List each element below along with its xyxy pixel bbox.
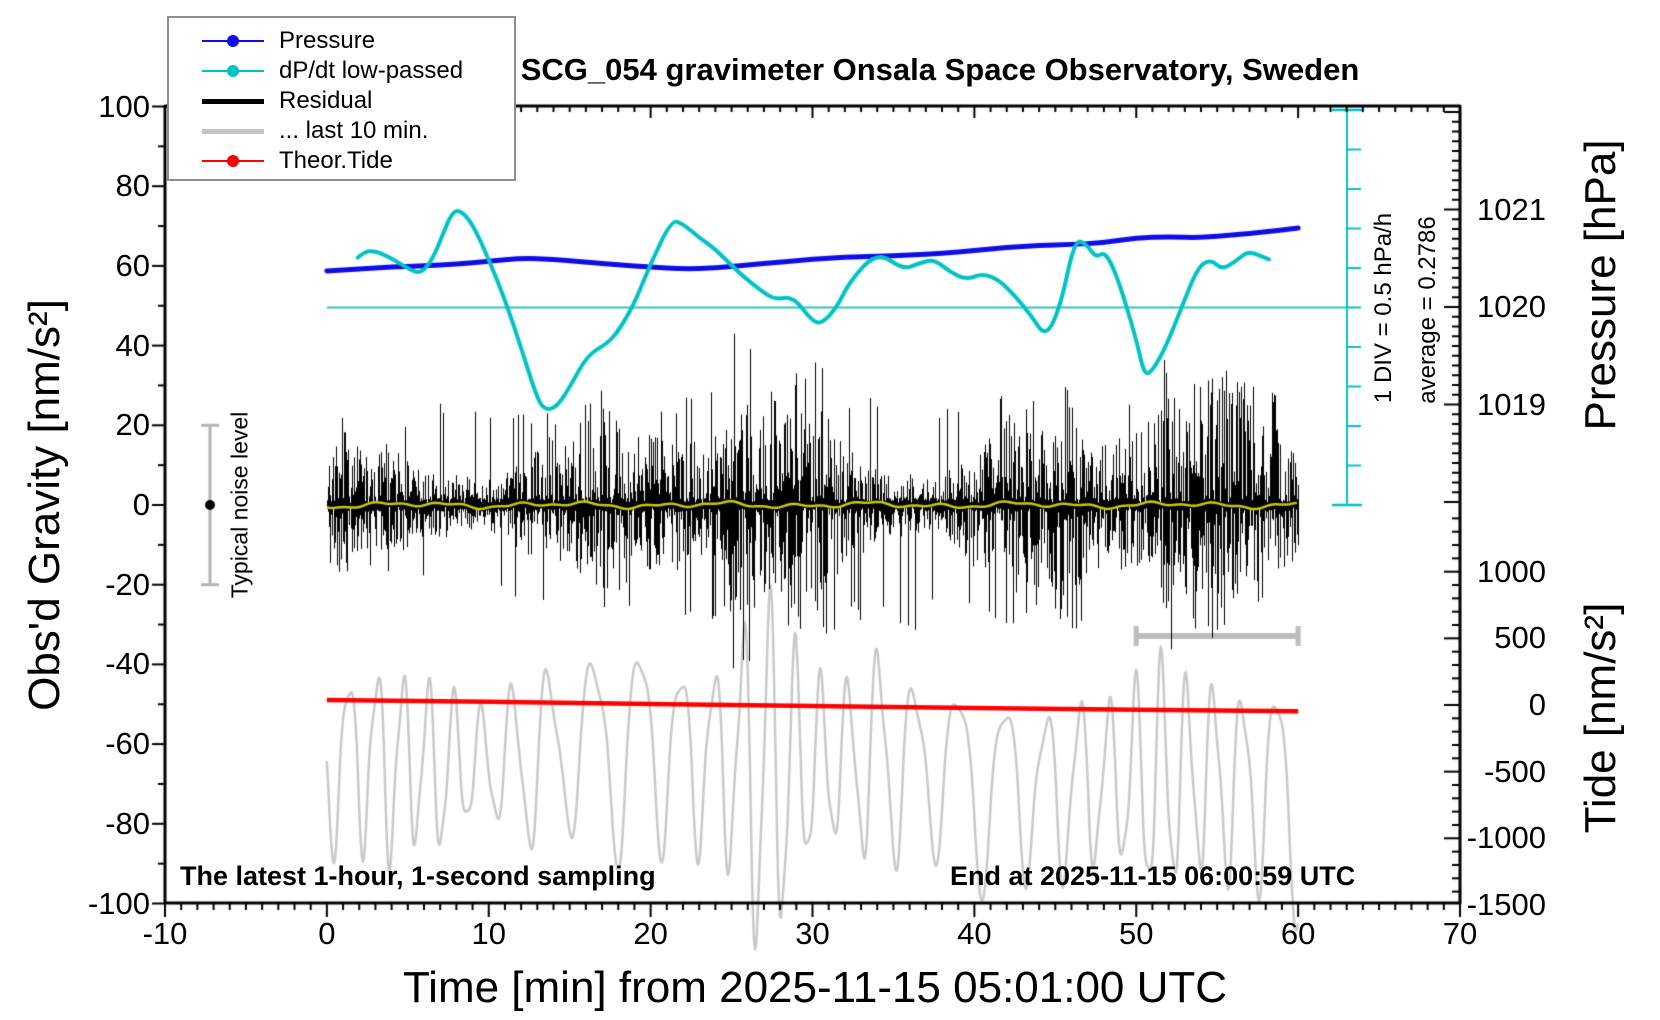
tick-label: 60 <box>115 247 150 283</box>
page-title: SCG_054 gravimeter Onsala Space Observat… <box>520 52 1360 87</box>
end-time-note: End at 2025-11-15 06:00:59 UTC <box>950 861 1356 891</box>
legend-label: Theor.Tide <box>279 147 393 174</box>
legend-item-dpdt: dP/dt low-passed <box>169 57 514 85</box>
tick-label: 70 <box>1442 916 1478 951</box>
tick-label: -1000 <box>1466 820 1546 856</box>
legend-item-pressure: Pressure <box>169 27 514 55</box>
tick-label: -1500 <box>1466 886 1546 922</box>
tick-label: -500 <box>1483 753 1546 789</box>
tick-label: 40 <box>115 327 150 363</box>
dpdt-dot-icon <box>227 65 239 77</box>
legend-item-last10: ... last 10 min. <box>169 117 514 145</box>
tick-label: 40 <box>957 916 992 951</box>
typical-noise-level-label: Typical noise level <box>226 411 253 599</box>
time-axis-title: Time [min] from 2025-11-15 05:01:00 UTC <box>402 963 1228 1012</box>
tick-label: 500 <box>1494 620 1546 656</box>
pressure-axis-title: Pressure [hPa] <box>1576 139 1625 431</box>
tick-label: 20 <box>633 916 668 951</box>
tick-label: 1019 <box>1477 386 1546 422</box>
legend-label: Pressure <box>279 27 376 54</box>
tick-label: 0 <box>318 916 336 951</box>
tick-label: 1021 <box>1477 191 1546 227</box>
theortide-dot-icon <box>227 155 239 167</box>
sampling-note: The latest 1-hour, 1-second sampling <box>180 861 656 891</box>
tick-label: 30 <box>795 916 830 951</box>
div-scale-label: 1 DIV = 0.5 hPa/h <box>1370 212 1397 404</box>
tick-label: -80 <box>105 805 150 841</box>
tick-label: 0 <box>132 487 150 522</box>
tick-label: 50 <box>1119 916 1154 951</box>
legend-label: ... last 10 min. <box>279 117 429 144</box>
tick-label: 0 <box>1528 687 1546 722</box>
pressure-dot-icon <box>227 35 239 47</box>
legend-label: Residual <box>279 87 373 114</box>
tick-label: 1020 <box>1477 289 1546 324</box>
legend-item-residual: Residual <box>169 87 514 115</box>
legend-item-theortide: Theor.Tide <box>169 147 514 175</box>
tick-label: -100 <box>87 885 150 921</box>
tick-label: 1000 <box>1477 553 1546 589</box>
tick-label: 60 <box>1280 916 1316 951</box>
tick-label: -60 <box>105 726 150 762</box>
tick-label: -20 <box>105 566 150 602</box>
tick-label: 20 <box>115 407 150 443</box>
tick-label: 80 <box>115 168 150 204</box>
average-label: average = 0.2786 <box>1414 216 1441 404</box>
tick-label: 10 <box>471 916 506 951</box>
tick-label: 100 <box>98 88 150 124</box>
legend-box: Pressure dP/dt low-passed Residual ... l… <box>167 16 516 181</box>
tide-axis-title: Tide [nm/s²] <box>1576 602 1625 834</box>
legend-label: dP/dt low-passed <box>279 57 464 84</box>
tick-label: -40 <box>105 646 150 682</box>
tick-label: -10 <box>142 916 188 951</box>
